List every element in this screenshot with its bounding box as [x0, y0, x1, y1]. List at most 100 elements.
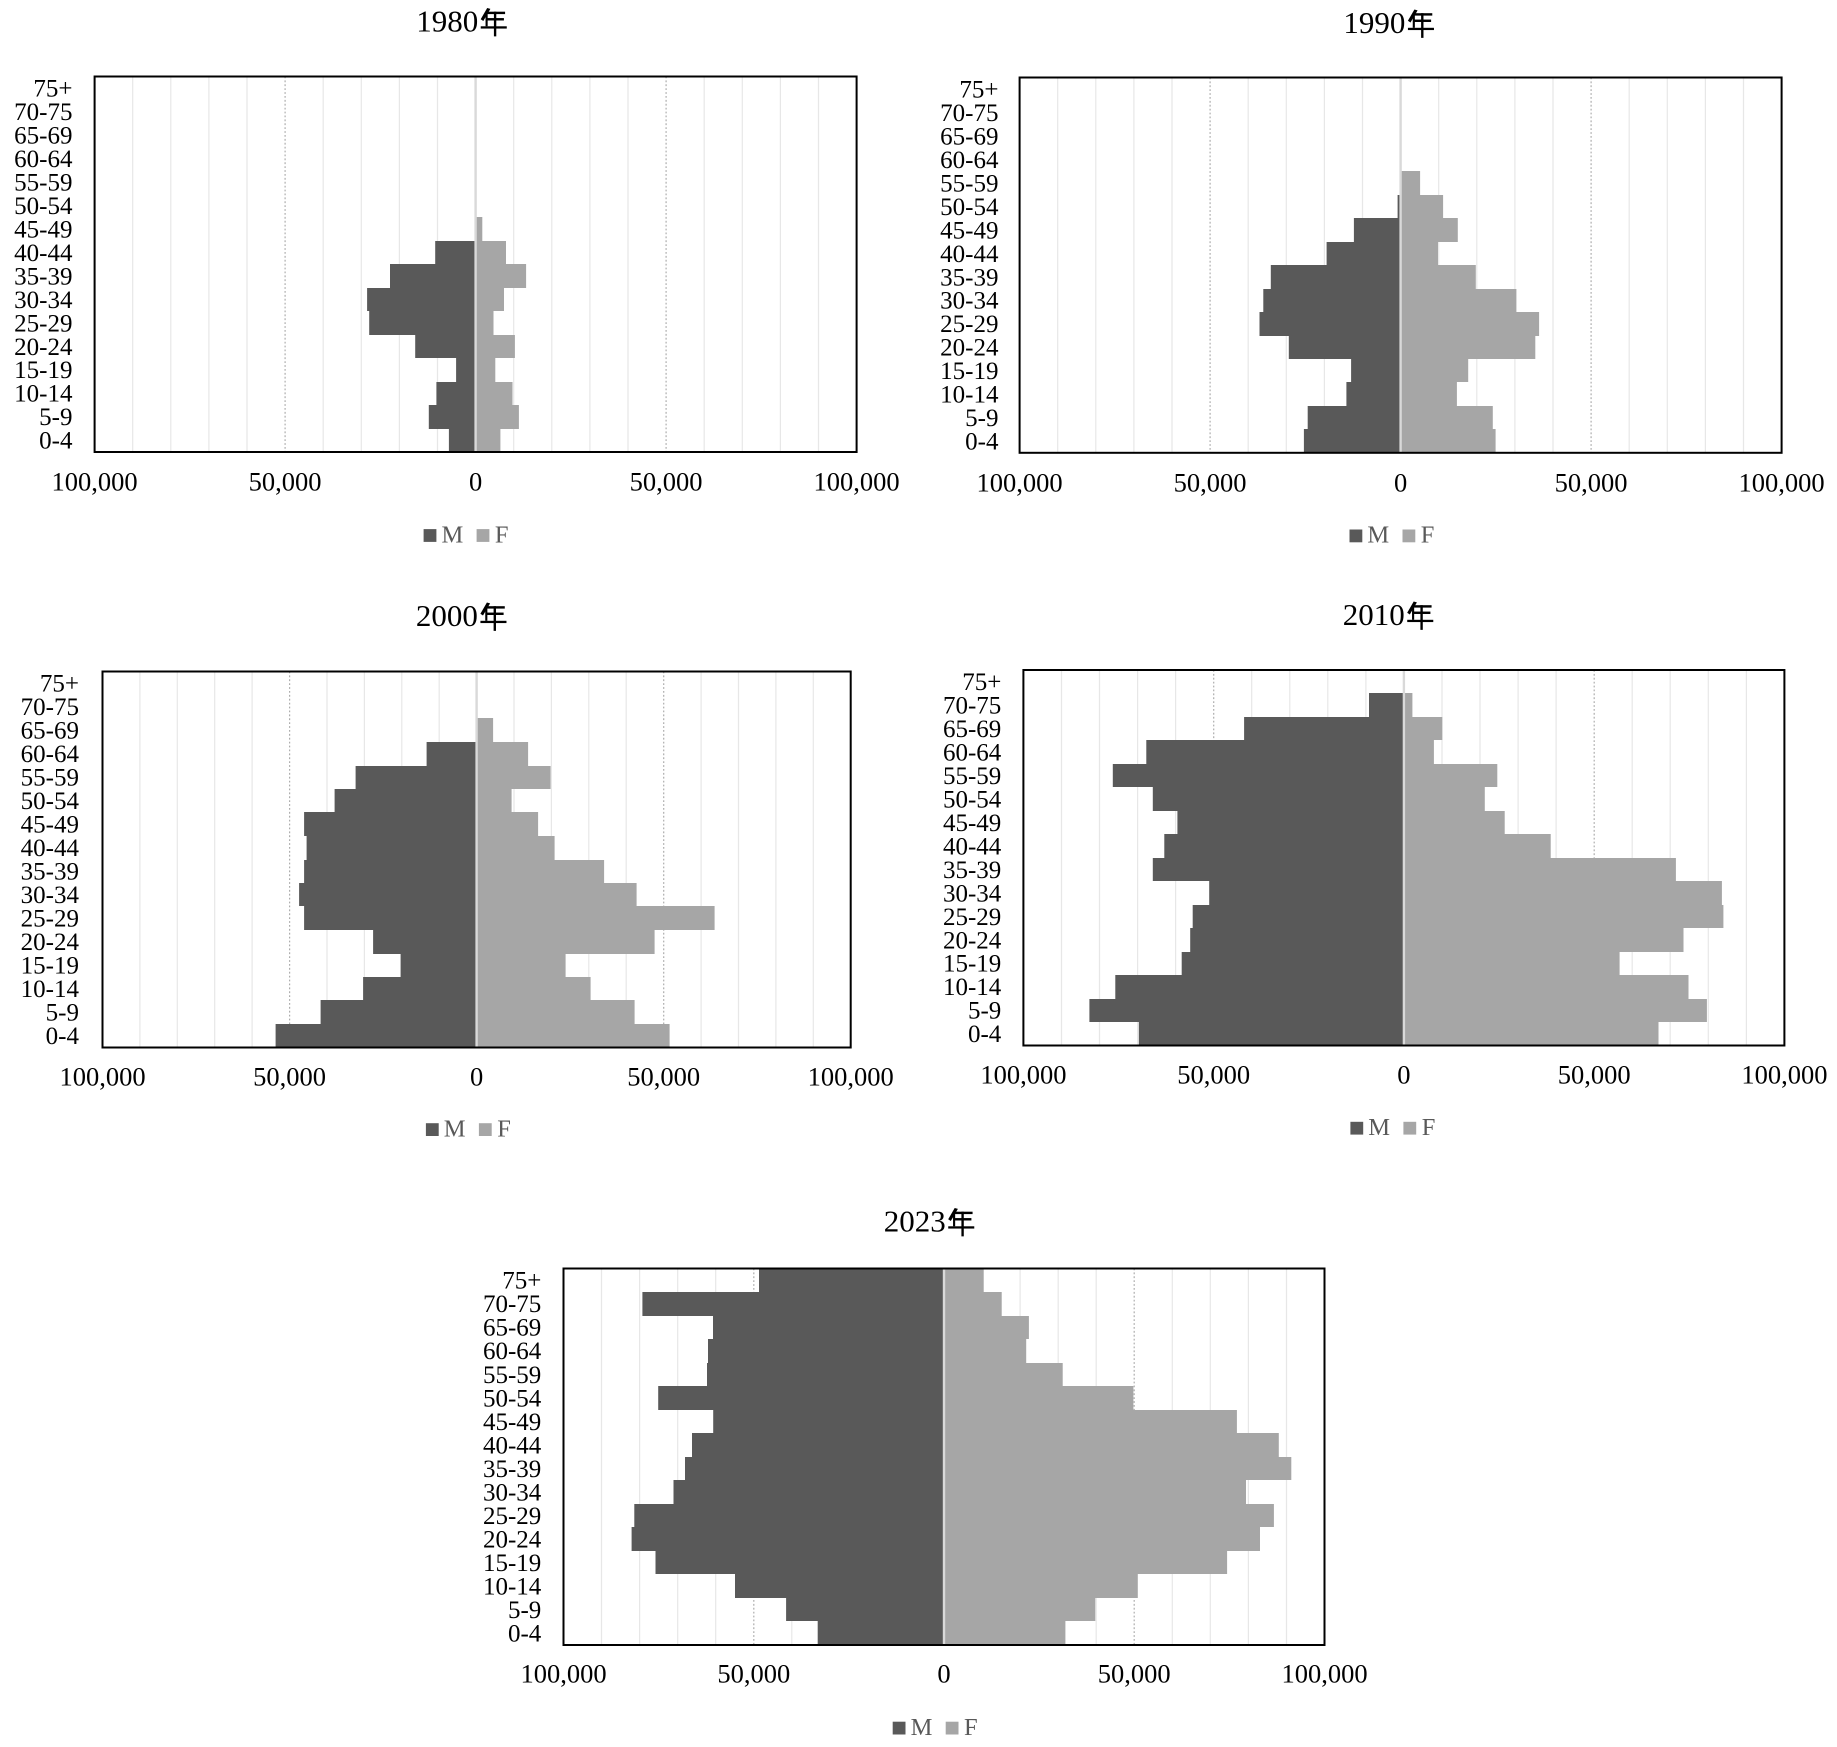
svg-text:5-9: 5-9 — [39, 404, 72, 431]
svg-text:70-75: 70-75 — [14, 99, 72, 126]
svg-text:35-39: 35-39 — [483, 1456, 541, 1483]
svg-text:70-75: 70-75 — [943, 693, 1001, 720]
svg-text:40-44: 40-44 — [14, 240, 73, 267]
svg-text:30-34: 30-34 — [21, 882, 80, 909]
svg-text:50,000: 50,000 — [1174, 468, 1247, 498]
svg-text:100,000: 100,000 — [52, 467, 138, 497]
svg-text:F: F — [964, 1714, 978, 1741]
svg-text:15-19: 15-19 — [21, 953, 79, 980]
svg-text:55-59: 55-59 — [483, 1362, 541, 1389]
svg-text:70-75: 70-75 — [21, 694, 79, 721]
svg-text:40-44: 40-44 — [483, 1432, 542, 1459]
svg-text:65-69: 65-69 — [14, 123, 72, 150]
svg-text:40-44: 40-44 — [21, 835, 80, 862]
svg-text:30-34: 30-34 — [483, 1479, 542, 1506]
svg-text:75+: 75+ — [962, 669, 1001, 696]
svg-text:M: M — [442, 521, 464, 548]
svg-text:65-69: 65-69 — [483, 1315, 541, 1342]
svg-text:0-4: 0-4 — [508, 1621, 542, 1648]
svg-text:20-24: 20-24 — [940, 335, 999, 362]
svg-text:55-59: 55-59 — [14, 170, 72, 197]
svg-text:10-14: 10-14 — [943, 974, 1002, 1001]
svg-text:100,000: 100,000 — [977, 468, 1063, 498]
svg-text:M: M — [1367, 522, 1389, 549]
svg-text:30-34: 30-34 — [940, 288, 999, 315]
svg-text:25-29: 25-29 — [943, 904, 1001, 931]
svg-text:15-19: 15-19 — [483, 1550, 541, 1577]
svg-text:0-4: 0-4 — [965, 428, 999, 455]
svg-text:100,000: 100,000 — [814, 467, 900, 497]
svg-text:100,000: 100,000 — [1739, 468, 1825, 498]
svg-text:35-39: 35-39 — [940, 264, 998, 291]
svg-text:M: M — [911, 1714, 933, 1741]
svg-text:10-14: 10-14 — [14, 381, 73, 408]
svg-text:50-54: 50-54 — [940, 194, 999, 221]
svg-text:50-54: 50-54 — [943, 787, 1002, 814]
svg-text:0: 0 — [1394, 468, 1407, 498]
svg-text:60-64: 60-64 — [14, 146, 73, 173]
svg-text:15-19: 15-19 — [943, 951, 1001, 978]
svg-text:1990: 1990 — [1343, 5, 1405, 40]
svg-text:15-19: 15-19 — [14, 357, 72, 384]
svg-text:75+: 75+ — [40, 671, 79, 698]
svg-text:50-54: 50-54 — [483, 1385, 542, 1412]
svg-text:75+: 75+ — [502, 1268, 541, 1295]
svg-text:35-39: 35-39 — [14, 263, 72, 290]
svg-text:0-4: 0-4 — [46, 1023, 80, 1050]
svg-text:20-24: 20-24 — [21, 929, 80, 956]
svg-text:40-44: 40-44 — [943, 833, 1002, 860]
svg-text:55-59: 55-59 — [940, 170, 998, 197]
svg-text:35-39: 35-39 — [21, 859, 79, 886]
svg-text:0-4: 0-4 — [39, 428, 73, 455]
svg-text:55-59: 55-59 — [943, 763, 1001, 790]
svg-text:50,000: 50,000 — [1098, 1659, 1171, 1689]
svg-text:45-49: 45-49 — [21, 812, 79, 839]
svg-text:1980: 1980 — [416, 4, 478, 39]
svg-text:35-39: 35-39 — [943, 857, 1001, 884]
svg-text:F: F — [1421, 522, 1435, 549]
svg-text:15-19: 15-19 — [940, 358, 998, 385]
svg-text:55-59: 55-59 — [21, 765, 79, 792]
svg-text:60-64: 60-64 — [21, 741, 80, 768]
svg-text:2000: 2000 — [416, 598, 478, 633]
svg-text:20-24: 20-24 — [943, 927, 1002, 954]
svg-text:65-69: 65-69 — [943, 716, 1001, 743]
svg-text:20-24: 20-24 — [14, 334, 73, 361]
svg-text:10-14: 10-14 — [483, 1574, 542, 1601]
svg-text:60-64: 60-64 — [940, 147, 999, 174]
svg-text:5-9: 5-9 — [968, 998, 1001, 1025]
svg-text:25-29: 25-29 — [483, 1503, 541, 1530]
svg-text:70-75: 70-75 — [940, 100, 998, 127]
svg-text:100,000: 100,000 — [980, 1060, 1066, 1090]
svg-text:65-69: 65-69 — [940, 124, 998, 151]
svg-text:50-54: 50-54 — [14, 193, 73, 220]
svg-text:60-64: 60-64 — [483, 1338, 542, 1365]
svg-text:25-29: 25-29 — [21, 906, 79, 933]
svg-text:100,000: 100,000 — [808, 1062, 894, 1092]
svg-text:0: 0 — [469, 467, 482, 497]
svg-text:0: 0 — [937, 1659, 950, 1689]
svg-text:50,000: 50,000 — [1558, 1060, 1631, 1090]
svg-text:45-49: 45-49 — [14, 216, 72, 243]
svg-text:50,000: 50,000 — [253, 1062, 326, 1092]
svg-text:65-69: 65-69 — [21, 718, 79, 745]
svg-text:10-14: 10-14 — [21, 976, 80, 1003]
svg-text:50,000: 50,000 — [249, 467, 322, 497]
svg-text:45-49: 45-49 — [483, 1409, 541, 1436]
svg-text:100,000: 100,000 — [1281, 1659, 1367, 1689]
svg-text:100,000: 100,000 — [1741, 1060, 1827, 1090]
svg-text:20-24: 20-24 — [483, 1527, 542, 1554]
svg-text:0: 0 — [470, 1062, 483, 1092]
svg-text:5-9: 5-9 — [508, 1597, 541, 1624]
svg-text:75+: 75+ — [959, 77, 998, 104]
svg-text:50,000: 50,000 — [717, 1659, 790, 1689]
svg-text:10-14: 10-14 — [940, 382, 999, 409]
svg-text:2023: 2023 — [884, 1204, 946, 1239]
svg-text:0-4: 0-4 — [968, 1021, 1002, 1048]
svg-text:40-44: 40-44 — [940, 241, 999, 268]
svg-text:25-29: 25-29 — [14, 310, 72, 337]
svg-text:5-9: 5-9 — [965, 405, 998, 432]
svg-text:F: F — [497, 1115, 511, 1142]
svg-text:100,000: 100,000 — [520, 1659, 606, 1689]
svg-text:50-54: 50-54 — [21, 788, 80, 815]
